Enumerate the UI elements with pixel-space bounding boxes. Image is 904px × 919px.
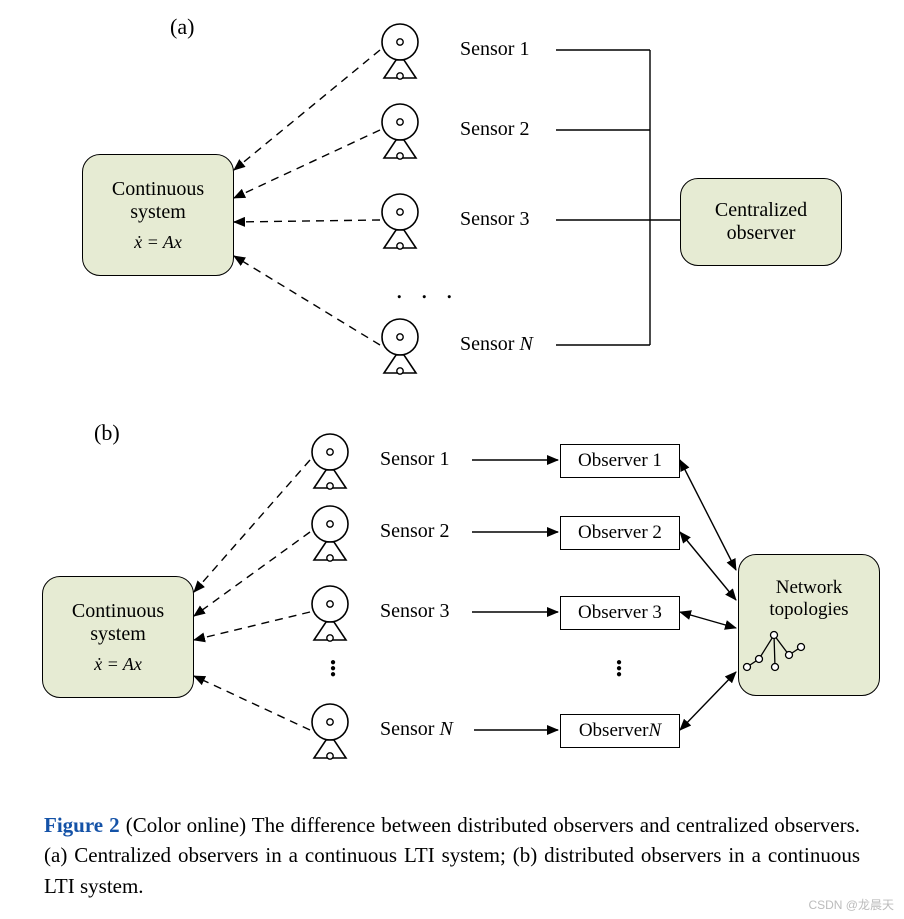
box-line: Network bbox=[739, 577, 879, 599]
figure-caption: Figure 2 (Color online) The difference b… bbox=[44, 810, 860, 901]
caption-text: (Color online) The difference between di… bbox=[44, 813, 860, 898]
observer-box: Observer 3 bbox=[560, 596, 680, 630]
camera-icon bbox=[382, 194, 418, 249]
observer-box: Observer N bbox=[560, 714, 680, 748]
ellipsis-icon: . . . bbox=[396, 275, 459, 305]
camera-icon bbox=[312, 434, 348, 489]
sensor-label: Sensor 1 bbox=[460, 38, 529, 61]
box-line: system bbox=[43, 623, 193, 646]
sensor-label: Sensor N bbox=[380, 718, 453, 741]
box-line: topologies bbox=[739, 599, 879, 621]
observer-box: Observer 2 bbox=[560, 516, 680, 550]
sensor-label: Sensor 3 bbox=[380, 600, 449, 623]
box-line: Continuous bbox=[43, 600, 193, 623]
panel-b-label: (b) bbox=[94, 420, 120, 446]
camera-icon bbox=[312, 506, 348, 561]
connector-layer bbox=[0, 0, 904, 919]
box-equation: ẋ = Ax bbox=[43, 654, 193, 675]
camera-icon bbox=[312, 586, 348, 641]
sensor-label: Sensor N bbox=[460, 333, 533, 356]
camera-icon bbox=[382, 319, 418, 374]
vellipsis-icon: ●●● bbox=[614, 660, 624, 678]
box-line: observer bbox=[681, 222, 841, 245]
box-continuous-system-a: Continuous system ẋ = Ax bbox=[82, 154, 234, 276]
box-equation: ẋ = Ax bbox=[83, 232, 233, 253]
box-line: Continuous bbox=[83, 178, 233, 201]
camera-icon bbox=[382, 24, 418, 79]
box-network-topologies: Network topologies bbox=[738, 554, 880, 696]
network-graph-icon bbox=[739, 627, 809, 673]
panel-a-label: (a) bbox=[170, 14, 194, 40]
observer-box: Observer 1 bbox=[560, 444, 680, 478]
sensor-label: Sensor 2 bbox=[380, 520, 449, 543]
figure-container: (a) (b) Continuous system ẋ = Ax Central… bbox=[0, 0, 904, 919]
sensor-label: Sensor 1 bbox=[380, 448, 449, 471]
camera-icon bbox=[382, 104, 418, 159]
vellipsis-icon: ●●● bbox=[328, 660, 338, 678]
box-continuous-system-b: Continuous system ẋ = Ax bbox=[42, 576, 194, 698]
sensor-label: Sensor 2 bbox=[460, 118, 529, 141]
box-line: system bbox=[83, 201, 233, 224]
watermark-text: CSDN @龙晨天 bbox=[808, 896, 894, 913]
figure-label: Figure 2 bbox=[44, 813, 120, 837]
box-line: Centralized bbox=[681, 199, 841, 222]
camera-icon bbox=[312, 704, 348, 759]
box-centralized-observer: Centralized observer bbox=[680, 178, 842, 266]
sensor-label: Sensor 3 bbox=[460, 208, 529, 231]
